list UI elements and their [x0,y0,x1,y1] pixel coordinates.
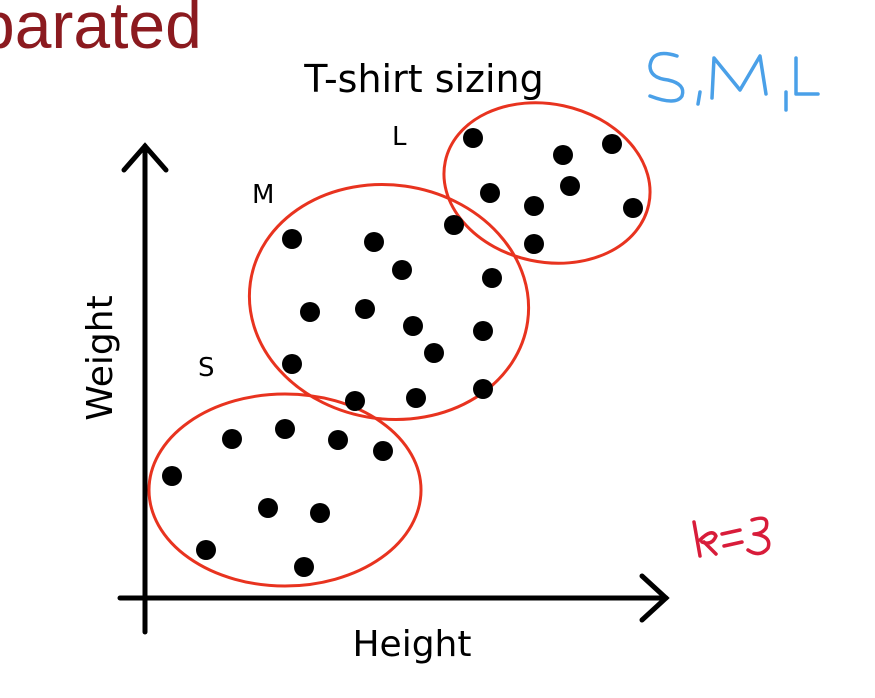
cluster-l-point-2 [553,145,573,165]
cluster-s-point-8 [196,540,216,560]
cluster-m-point-1 [282,229,302,249]
cluster-s-point-1 [162,466,182,486]
handwritten-s [648,51,685,103]
cluster-m-point-2 [364,232,384,252]
cluster-s-label: S [198,353,215,383]
cluster-m-point-7 [355,299,375,319]
handwritten-equals [720,528,744,548]
cluster-s-point-5 [373,441,393,461]
handwritten-3 [746,516,771,556]
handwritten-m [710,54,768,100]
handwritten-k [692,520,718,558]
cluster-l-label: L [392,122,407,152]
cluster-s-point-7 [310,503,330,523]
header-fragment: parated [0,0,202,62]
cluster-m-ellipse [247,183,531,421]
y-axis-arrowhead [121,142,169,173]
x-axis-arrowhead [639,573,670,623]
cluster-l-point-5 [480,183,500,203]
data-points [162,128,643,577]
cluster-m-label: M [252,180,274,210]
cluster-s-point-9 [294,557,314,577]
cluster-m-point-8 [403,316,423,336]
cluster-m-point-4 [392,260,412,280]
cluster-l-ellipse [442,101,652,265]
y-axis-label: Weight [80,295,121,420]
handwritten-comma [696,90,702,106]
cluster-l-point-4 [560,176,580,196]
cluster-m-point-12 [345,391,365,411]
cluster-l-point-3 [602,134,622,154]
cluster-l-point-8 [524,234,544,254]
cluster-m-point-3 [444,215,464,235]
cluster-m-point-11 [282,354,302,374]
cluster-m-point-13 [406,388,426,408]
axes [117,142,670,635]
cluster-m-point-10 [424,343,444,363]
cluster-m-point-5 [482,268,502,288]
sizes-annotation [648,51,820,112]
cluster-m-point-9 [473,321,493,341]
cluster-m-point-14 [473,379,493,399]
handwritten-l [794,56,820,96]
cluster-s-point-3 [275,419,295,439]
cluster-l-point-1 [463,128,483,148]
cluster-s-point-2 [222,429,242,449]
cluster-m-point-6 [300,302,320,322]
cluster-s-point-4 [328,430,348,450]
cluster-l-point-6 [524,196,544,216]
cluster-ellipses [147,101,652,588]
k-annotation [692,516,771,558]
cluster-l-point-7 [623,198,643,218]
cluster-s-ellipse [147,392,423,588]
x-axis-label: Height [352,624,471,665]
chart-title: T-shirt sizing [303,57,544,101]
cluster-s-point-6 [258,498,278,518]
